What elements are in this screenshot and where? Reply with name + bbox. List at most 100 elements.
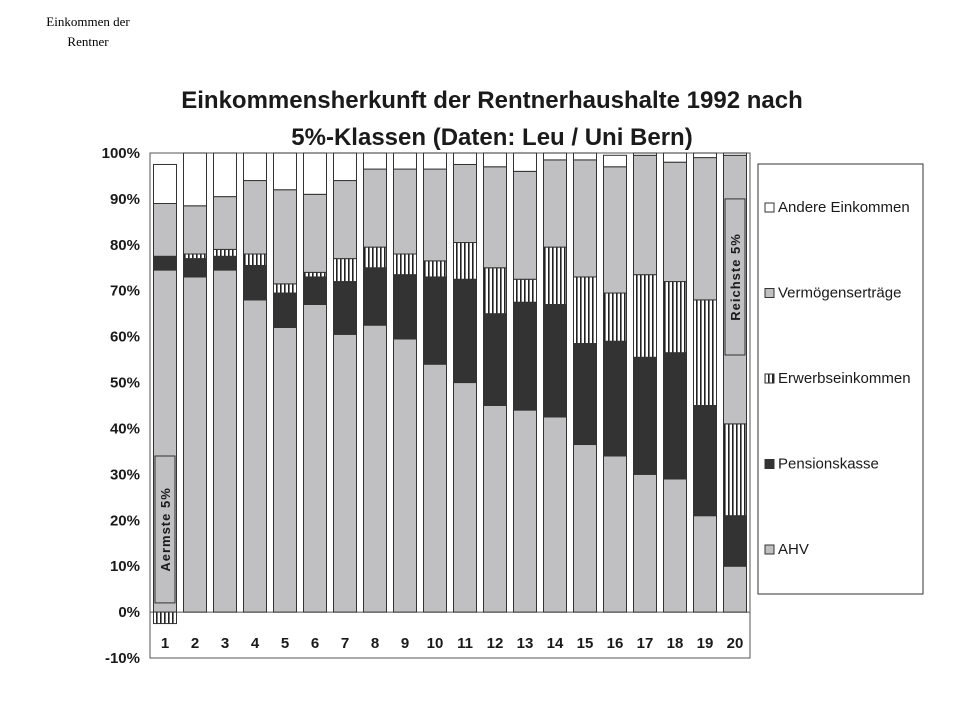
bar-segment-pension (573, 343, 597, 446)
bar-segment-verm (183, 205, 207, 255)
bar-segment-ahv (513, 409, 537, 613)
bar-segment-verm (333, 180, 357, 260)
plot-frame (149, 152, 751, 659)
bar-segment-verm (573, 159, 597, 278)
bar-segment-verm (453, 163, 477, 244)
slide-caption: Einkommen der Rentner (28, 12, 148, 52)
bar-segment-erwerb (693, 299, 717, 406)
bar-segment-andere (153, 163, 177, 205)
bar-segment-andere (543, 152, 567, 161)
bar-segment-andere (693, 152, 717, 159)
bar-segment-erwerb (273, 283, 297, 294)
callout-label: Reichste 5% (728, 233, 743, 321)
bar-segment-verm (303, 193, 327, 273)
bar-segment-andere (243, 152, 267, 182)
bar-segment-pension (153, 255, 177, 271)
bar-segment-andere (723, 152, 747, 156)
bar-segment-erwerb (153, 611, 177, 625)
bar-segment-erwerb (423, 260, 447, 278)
bar-segment-andere (393, 152, 417, 170)
x-tick-label: 5 (281, 635, 289, 652)
bar-segment-erwerb (483, 267, 507, 315)
legend-label-andere: Andere Einkommen (778, 199, 910, 216)
axis-ticks: -10%0%10%20%30%40%50%60%70%80%90%100%1 2 3… (102, 145, 744, 667)
x-tick-label: 16 (607, 635, 624, 652)
bar-segment-verm (243, 180, 267, 255)
bar-segment-erwerb (213, 248, 237, 257)
bar-segment-ahv (723, 565, 747, 613)
bar-segment-verm (153, 203, 177, 257)
bar-segment-pension (243, 264, 267, 301)
bar-segment-andere (333, 152, 357, 182)
bar-segment-ahv (393, 338, 417, 613)
bar-segment-andere (573, 152, 597, 161)
bar-segment-erwerb (393, 253, 417, 276)
x-tick-label: 10 (427, 635, 444, 652)
x-tick-label: 13 (517, 635, 534, 652)
bar-segment-pension (513, 301, 537, 411)
bar-segment-ahv (693, 515, 717, 613)
annotations: Aermste 5% Reichste 5% (154, 198, 746, 604)
y-tick-label: 10% (110, 558, 140, 575)
bar-segment-andere (513, 152, 537, 172)
callout-box (154, 455, 176, 604)
y-tick-label: 20% (110, 512, 140, 529)
bar-segment-erwerb (453, 242, 477, 280)
y-tick-label: 100% (102, 145, 140, 162)
bar-segment-erwerb (183, 253, 207, 260)
y-tick-label: 80% (110, 237, 140, 254)
bars-layer (153, 152, 747, 625)
bar-segment-erwerb (723, 423, 747, 517)
bar-segment-pension (663, 352, 687, 480)
legend-swatch-verm (764, 288, 775, 298)
bar-segment-ahv (603, 455, 627, 613)
bar-segment-ahv (573, 444, 597, 613)
y-tick-label: 0% (118, 604, 140, 621)
slide-caption-line2: Rentner (67, 34, 109, 49)
bar-segment-pension (603, 340, 627, 457)
x-tick-label: 3 (221, 635, 229, 652)
legend-box (757, 163, 924, 595)
callout-label: Aermste 5% (158, 487, 173, 571)
bar-segment-pension (333, 281, 357, 335)
bar-segment-ahv (273, 326, 297, 613)
x-tick-label: 11 (457, 635, 473, 652)
bar-segment-ahv (333, 333, 357, 613)
y-tick-label: 70% (110, 283, 140, 300)
bar-segment-ahv (423, 363, 447, 613)
bar-segment-verm (423, 168, 447, 262)
x-tick-label: 18 (667, 635, 684, 652)
bar-segment-pension (303, 276, 327, 306)
bar-segment-verm (543, 159, 567, 248)
bar-segment-pension (723, 515, 747, 567)
bar-segment-pension (693, 405, 717, 517)
plot-area (149, 152, 751, 659)
bar-segment-andere (453, 152, 477, 165)
bar-segment-andere (633, 152, 657, 156)
bar-segment-erwerb (513, 278, 537, 303)
legend-label-ahv: AHV (778, 541, 809, 558)
bar-segment-pension (363, 267, 387, 326)
x-tick-label: 1 (161, 635, 169, 652)
bar-segment-ahv (543, 416, 567, 613)
x-tick-label: 4 (251, 635, 260, 652)
bar-segment-ahv (303, 304, 327, 613)
bar-segment-verm (693, 157, 717, 301)
x-tick-label: 20 (727, 635, 744, 652)
bar-segment-andere (663, 152, 687, 163)
bar-segment-pension (183, 258, 207, 278)
x-tick-label: 19 (697, 635, 714, 652)
bar-segment-ahv (363, 324, 387, 613)
bar-segment-andere (363, 152, 387, 170)
bar-segment-andere (183, 152, 207, 207)
callout-box (724, 198, 746, 356)
x-tick-label: 17 (637, 635, 654, 652)
bar-segment-pension (423, 276, 447, 365)
slide-caption-line1: Einkommen der (46, 14, 130, 29)
bar-segment-pension (213, 255, 237, 271)
y-tick-label: 30% (110, 466, 140, 483)
y-tick-label: 90% (110, 191, 140, 208)
bar-segment-andere (483, 152, 507, 168)
bar-segment-ahv (453, 382, 477, 613)
bar-segment-verm (663, 161, 687, 283)
